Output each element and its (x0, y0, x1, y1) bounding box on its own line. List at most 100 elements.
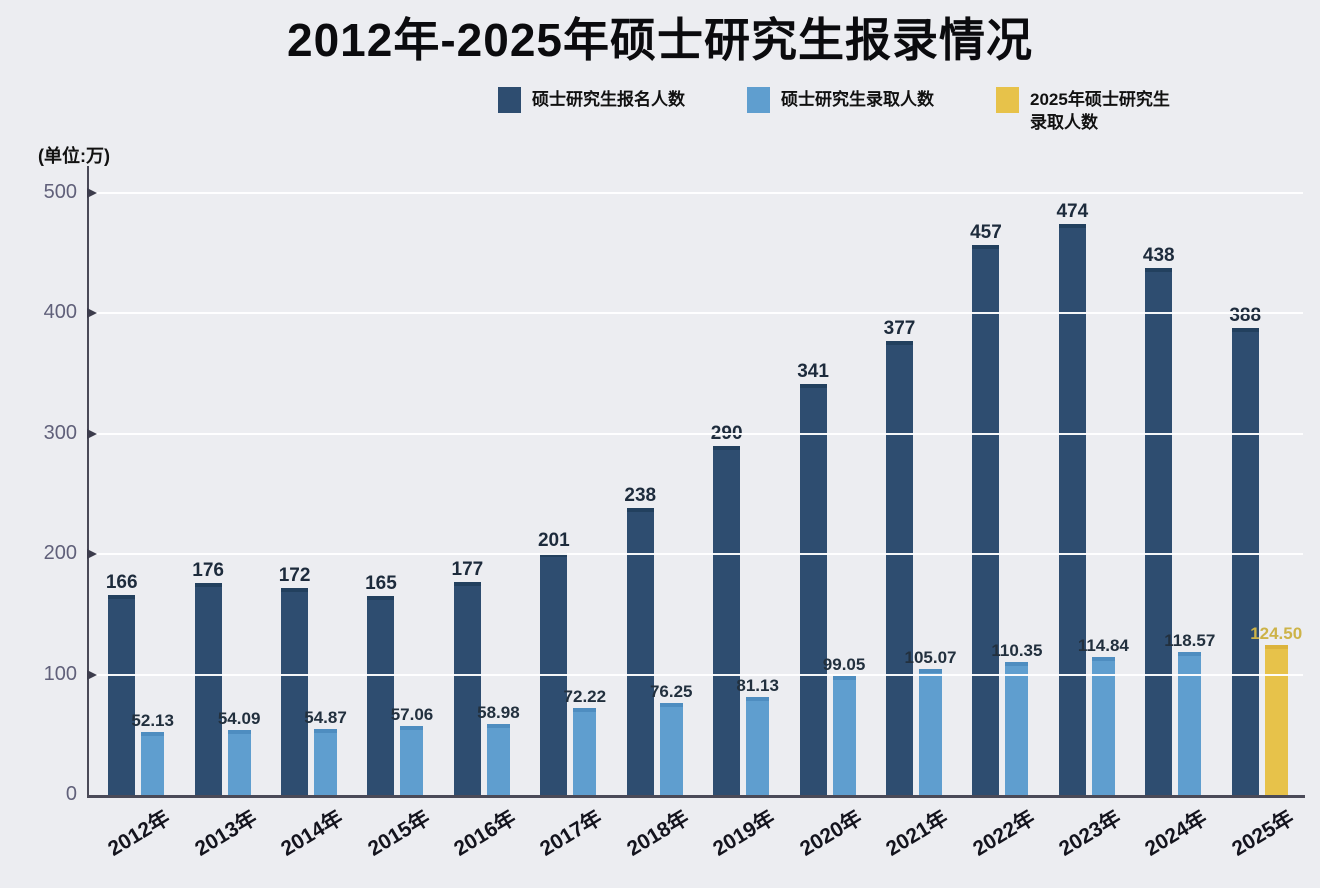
x-label-2017年: 2017年 (536, 806, 607, 861)
y-tick-arrow-icon (87, 669, 97, 680)
bar-2025年-series0: 388 (1229, 305, 1261, 795)
bar-2012年-series0: 166 (106, 572, 138, 795)
bar-value-label: 177 (451, 558, 484, 580)
bar-value-label: 105.07 (904, 647, 957, 667)
x-label-2019年: 2019年 (709, 806, 780, 861)
bar-value-label: 165 (365, 573, 397, 595)
x-label-2012年: 2012年 (104, 806, 175, 861)
x-label-2016年: 2016年 (450, 806, 521, 861)
x-label-cell: 2025年 (1216, 799, 1302, 885)
y-tick-label-200: 200 (43, 542, 77, 565)
y-tick-label-100: 100 (43, 662, 77, 685)
bar-value-label: 99.05 (822, 654, 866, 674)
bar-group-2016年: 177 58.98 (439, 193, 525, 795)
x-label-cell: 2018年 (612, 799, 698, 885)
x-label-2025年: 2025年 (1227, 806, 1298, 861)
x-label-cell: 2022年 (957, 799, 1043, 885)
bar-2013年-series1: 54.09 (218, 709, 260, 795)
bar-group-2015年: 165 57.06 (352, 193, 438, 795)
bar-2021年-series0: 377 (884, 318, 915, 795)
bar-group-2021年: 377 105.07 (871, 193, 957, 795)
y-tick-arrow-icon (87, 188, 97, 198)
bar-value-label: 57.06 (390, 705, 434, 725)
bar-groups: 166 52.13 176 54.09 172 54.87 165 57.06 177 58.98… (89, 193, 1303, 795)
bar-2015年-series1: 57.06 (391, 705, 433, 795)
legend-item-admitted: 硕士研究生录取人数 (747, 86, 934, 113)
bar-2025年-series2: 124.50 (1250, 624, 1302, 795)
bar-value-label: 72.22 (563, 687, 607, 707)
x-label-2024年: 2024年 (1141, 806, 1212, 861)
bar-value-label: 58.98 (477, 703, 520, 722)
x-label-2018年: 2018年 (622, 806, 693, 861)
bar-2020年-series0: 341 (797, 361, 829, 795)
bar-group-2018年: 238 76.25 (612, 193, 698, 795)
bar-2017年-series1: 72.22 (564, 687, 606, 795)
bar-group-2025年: 388 124.50 (1216, 193, 1302, 795)
x-label-cell: 2014年 (266, 799, 352, 885)
bar-2019年-series1: 81.13 (736, 676, 779, 795)
x-label-2015年: 2015年 (363, 806, 434, 861)
bar-2018年-series0: 238 (624, 485, 656, 795)
bar-group-2024年: 438 118.57 (1130, 193, 1216, 795)
y-tick-arrow-icon (87, 308, 97, 319)
x-label-2022年: 2022年 (968, 806, 1039, 861)
bar-value-label: 176 (192, 560, 224, 582)
bar-group-2022年: 457 110.35 (957, 193, 1043, 795)
bar-value-label: 54.87 (304, 707, 347, 727)
x-label-cell: 2017年 (525, 799, 611, 885)
x-label-2021年: 2021年 (882, 806, 953, 861)
bar-value-label: 81.13 (736, 676, 779, 696)
x-label-cell: 2015年 (352, 799, 438, 885)
bar-group-2020年: 341 99.05 (784, 193, 870, 795)
bar-2019年-series0: 290 (711, 423, 743, 795)
x-label-cell: 2023年 (1044, 799, 1130, 885)
bar-group-2023年: 474 114.84 (1044, 193, 1130, 795)
bar-group-2012年: 166 52.13 (93, 193, 179, 795)
x-label-2014年: 2014年 (277, 806, 348, 861)
chart-title: 2012年-2025年硕士研究生报录情况 (287, 14, 1033, 66)
x-label-2013年: 2013年 (190, 806, 261, 861)
bar-2024年-series0: 438 (1143, 245, 1175, 795)
bar-value-label: 438 (1142, 244, 1175, 266)
bar-value-label: 52.13 (131, 711, 174, 731)
x-label-cell: 2019年 (698, 799, 784, 885)
bar-2016年-series0: 177 (452, 559, 483, 795)
legend-label-admitted: 硕士研究生录取人数 (781, 90, 934, 109)
bar-2021年-series1: 105.07 (905, 648, 957, 795)
y-axis-unit-label: (单位:万) (38, 146, 110, 166)
y-tick-label-300: 300 (43, 421, 77, 444)
legend-item-applicants: 硕士研究生报名人数 (498, 86, 685, 113)
gridline-500 (89, 192, 1303, 194)
y-tick-label-400: 400 (43, 301, 77, 324)
bar-value-label: 238 (624, 485, 657, 507)
bar-value-label: 457 (970, 221, 1002, 243)
y-axis-line (87, 166, 89, 797)
bar-2015年-series0: 165 (365, 573, 397, 795)
x-label-cell: 2021年 (871, 799, 957, 885)
x-label-cell: 2016年 (439, 799, 525, 885)
bar-2012年-series1: 52.13 (131, 711, 174, 795)
bar-2016年-series1: 58.98 (477, 703, 520, 795)
bar-group-2017年: 201 72.22 (525, 193, 611, 795)
legend: 硕士研究生报名人数 硕士研究生录取人数 2025年硕士研究生 录取人数 (498, 86, 1170, 135)
bar-value-label: 388 (1229, 304, 1262, 326)
y-tick-arrow-icon (87, 549, 97, 560)
bar-2022年-series1: 110.35 (991, 641, 1042, 795)
legend-label-admitted-2025: 2025年硕士研究生 录取人数 (1030, 90, 1170, 132)
applicants-swatch-icon (498, 87, 521, 113)
bar-value-label: 474 (1056, 201, 1089, 223)
x-label-cell: 2020年 (784, 799, 870, 885)
bar-value-label: 166 (105, 572, 138, 594)
x-label-cell: 2024年 (1130, 799, 1216, 885)
y-tick-arrow-icon (87, 428, 97, 439)
bar-2023年-series0: 474 (1056, 201, 1088, 795)
bar-2023年-series1: 114.84 (1078, 636, 1129, 795)
bar-value-label: 54.09 (217, 708, 261, 728)
bar-group-2014年: 172 54.87 (266, 193, 352, 795)
bar-group-2013年: 176 54.09 (179, 193, 265, 795)
bar-value-label: 172 (278, 564, 311, 586)
bar-value-label: 114.84 (1077, 635, 1129, 655)
gridline-200 (89, 553, 1303, 556)
admitted-swatch-icon (747, 87, 770, 113)
